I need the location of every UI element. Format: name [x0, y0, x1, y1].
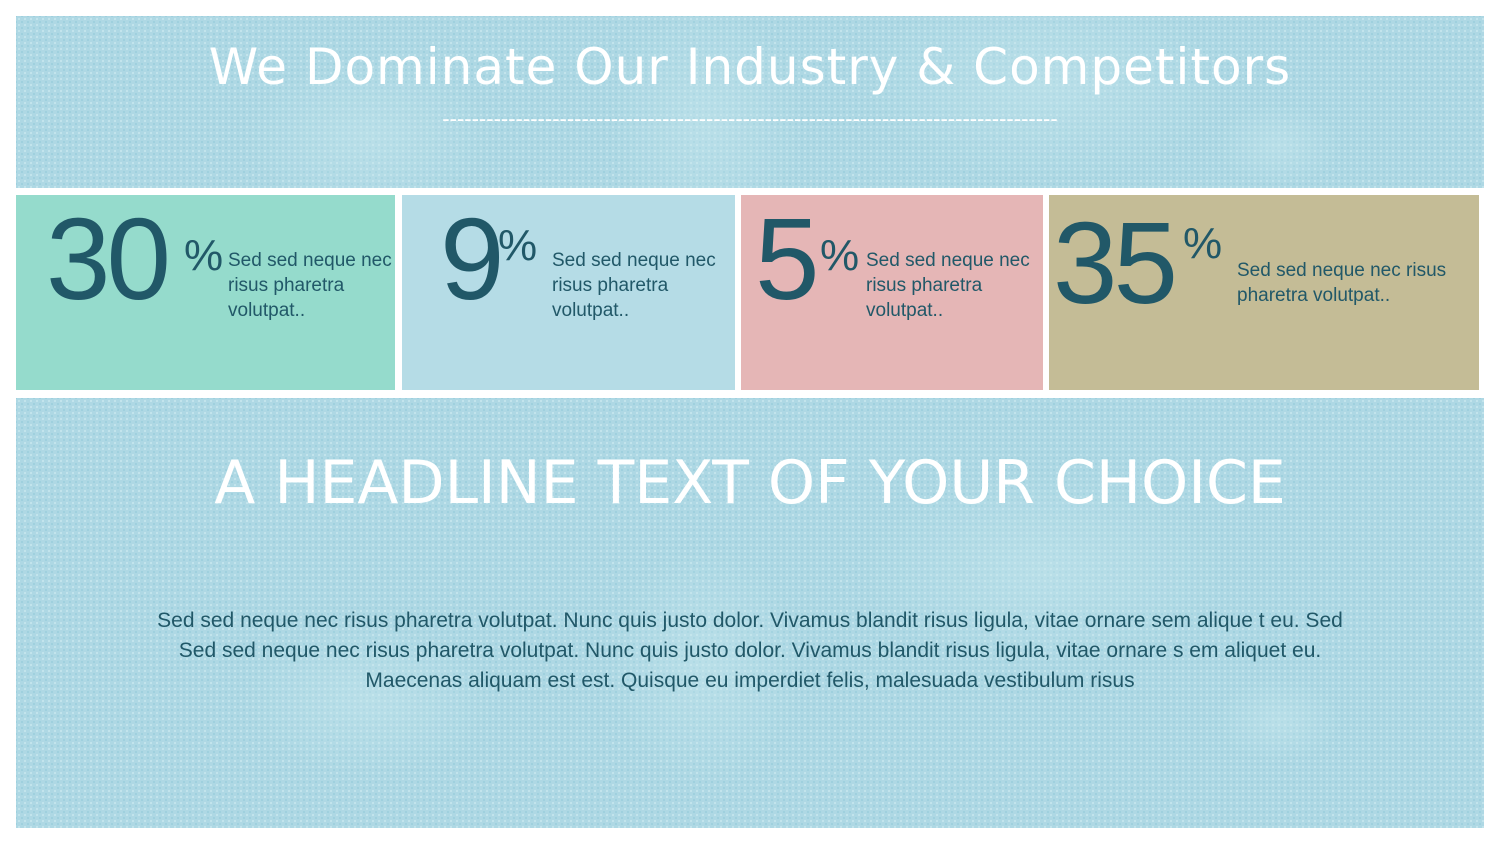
- stat-card-9: 9 % Sed sed neque nec risus pharetra vol…: [402, 195, 735, 390]
- stat-value: 30: [46, 194, 171, 324]
- stat-unit: %: [820, 231, 860, 280]
- headline: A HEADLINE TEXT OF YOUR CHOICE: [214, 448, 1286, 518]
- stat-unit: %: [498, 221, 538, 270]
- stat-description: Sed sed neque nec risus pharetra volutpa…: [866, 250, 1030, 321]
- stat-card-35: 35 % Sed sed neque nec risus pharetra vo…: [1049, 195, 1479, 390]
- title-banner: We Dominate Our Industry & Competitors -…: [16, 16, 1484, 188]
- headline-section: A HEADLINE TEXT OF YOUR CHOICE Sed sed n…: [16, 398, 1484, 828]
- stat-description: Sed sed neque nec risus pharetra volutpa…: [228, 250, 392, 321]
- page-title: We Dominate Our Industry & Competitors: [208, 38, 1292, 96]
- stat-card-30: 30 % Sed sed neque nec risus pharetra vo…: [16, 195, 395, 390]
- stat-card-5: 5 % Sed sed neque nec risus pharetra vol…: [741, 195, 1043, 390]
- stat-description: Sed sed neque nec risus pharetra volutpa…: [1237, 260, 1447, 306]
- stat-unit: %: [184, 231, 224, 280]
- title-divider: ----------------------------------------…: [442, 106, 1058, 131]
- body-text: Sed sed neque nec risus pharetra volutpa…: [157, 609, 1343, 692]
- stat-value: 35: [1053, 198, 1178, 328]
- stat-value: 5: [755, 194, 819, 324]
- stat-value: 9: [440, 194, 504, 324]
- stat-unit: %: [1183, 219, 1223, 268]
- stat-description: Sed sed neque nec risus pharetra volutpa…: [552, 250, 716, 321]
